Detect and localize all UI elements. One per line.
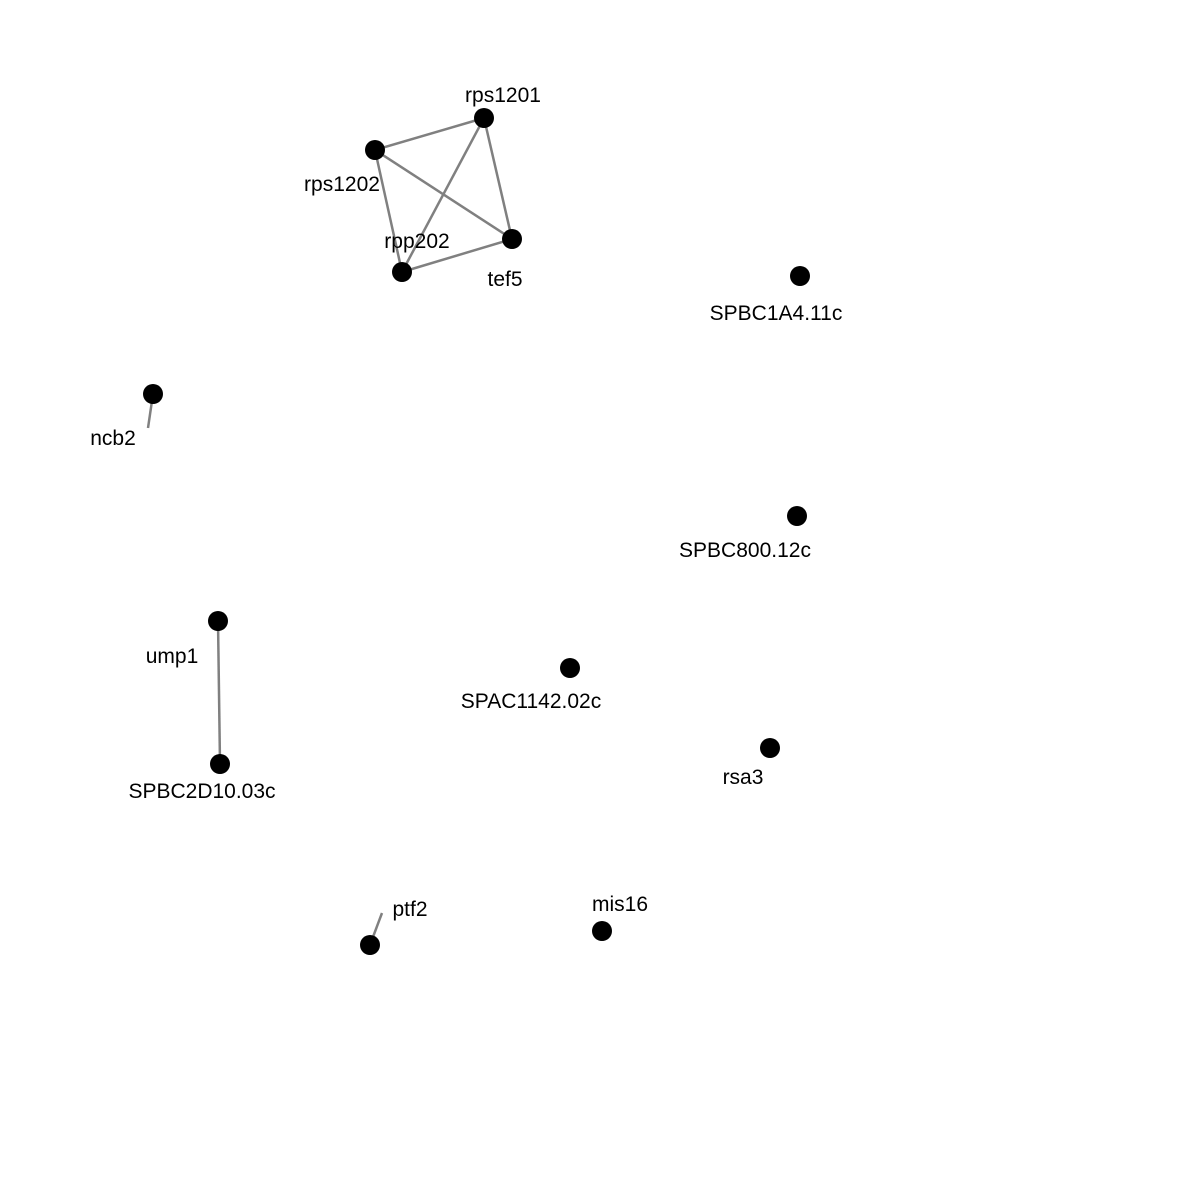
node-SPAC1142.02c: [560, 658, 580, 678]
node-SPBC1A4.11c: [790, 266, 810, 286]
edge-rps1202-rps1201: [374, 116, 485, 152]
node-label-rps1202: rps1202: [304, 173, 380, 196]
node-tef5: [502, 229, 522, 249]
node-label-SPBC1A4.11c: SPBC1A4.11c: [710, 302, 843, 325]
node-SPBC2D10.03c: [210, 754, 230, 774]
node-label-tef5: tef5: [487, 268, 522, 291]
node-ump1: [208, 611, 228, 631]
node-label-ptf2: ptf2: [392, 898, 427, 921]
node-label-SPAC1142.02c: SPAC1142.02c: [461, 690, 601, 713]
node-rpp202: [392, 262, 412, 282]
node-label-rps1201: rps1201: [465, 84, 541, 107]
node-rps1201: [474, 108, 494, 128]
node-rsa3: [760, 738, 780, 758]
node-label-SPBC800.12c: SPBC800.12c: [679, 539, 811, 562]
node-SPBC800.12c: [787, 506, 807, 526]
node-ncb2: [143, 384, 163, 404]
edges-layer: [216, 116, 514, 765]
edge-rps1201-tef5: [482, 117, 514, 240]
edge-rps1202-rpp202: [373, 149, 404, 273]
node-ptf2: [360, 935, 380, 955]
node-rps1202: [365, 140, 385, 160]
labels-layer: rps1201 rps1202 rpp202 tef5 SPBC1A4.11c ncb2 S…: [90, 84, 842, 921]
node-mis16: [592, 921, 612, 941]
node-label-rpp202: rpp202: [384, 230, 449, 253]
node-label-rsa3: rsa3: [723, 766, 764, 789]
node-label-SPBC2D10.03c: SPBC2D10.03c: [128, 780, 275, 803]
node-label-ncb2: ncb2: [90, 427, 136, 450]
stubs-layer: [146, 393, 384, 946]
edge-rpp202-tef5: [401, 237, 513, 274]
node-label-ump1: ump1: [146, 645, 199, 668]
nodes-layer: [143, 108, 810, 955]
node-label-mis16: mis16: [592, 893, 648, 916]
edge-ump1-SPBC2D10.03c: [216, 620, 222, 765]
edge-rps1201-rpp202: [400, 117, 486, 273]
